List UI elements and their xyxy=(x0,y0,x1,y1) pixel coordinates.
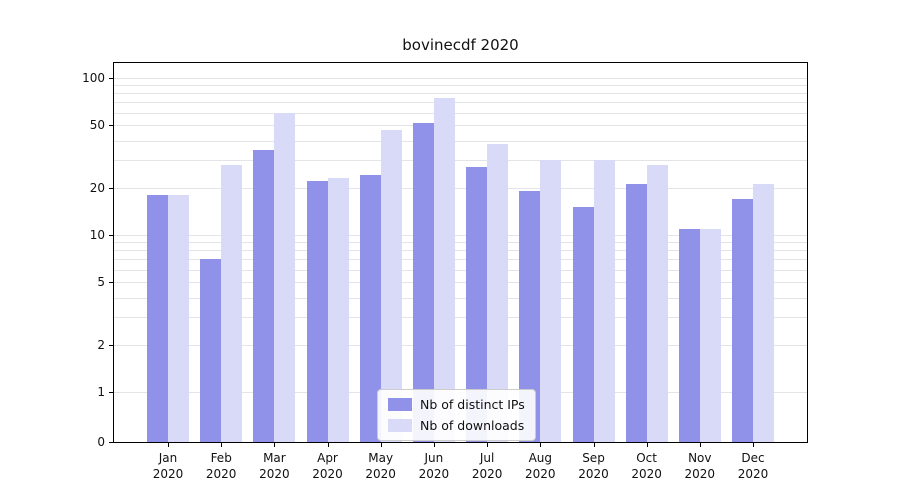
bar-downloads xyxy=(646,164,668,442)
bar-downloads xyxy=(593,160,615,442)
x-axis-tick-label: Jul 2020 xyxy=(471,451,503,481)
y-axis-tick-mark xyxy=(109,187,113,189)
bar-distinct-ips xyxy=(147,194,168,442)
gridline xyxy=(114,344,807,346)
gridline xyxy=(114,250,807,252)
y-axis-tick-mark xyxy=(109,442,113,443)
x-axis-tick-mark xyxy=(221,443,223,447)
x-axis-tick-label: Oct 2020 xyxy=(631,451,662,481)
bar-distinct-ips xyxy=(519,191,541,442)
gridline xyxy=(114,269,807,271)
gridline xyxy=(114,140,807,142)
x-axis-tick-label: Dec 2020 xyxy=(737,451,769,481)
gridline xyxy=(114,102,807,104)
legend-label-distinct-ips: Nb of distinct IPs xyxy=(420,397,525,412)
gridline xyxy=(114,282,807,284)
x-axis-tick-mark xyxy=(327,443,329,447)
x-axis-tick-label: May 2020 xyxy=(365,451,396,481)
bar-downloads xyxy=(274,112,296,442)
gridline xyxy=(114,78,807,79)
x-axis-tick-label: Aug 2020 xyxy=(525,451,556,481)
bar-distinct-ips xyxy=(200,259,222,442)
chart-title: bovinecdf 2020 xyxy=(402,36,519,54)
bar-downloads xyxy=(487,144,509,442)
x-axis-tick-mark xyxy=(433,443,435,447)
legend-item-distinct-ips: Nb of distinct IPs xyxy=(388,397,525,412)
x-axis-tick-label: Feb 2020 xyxy=(205,451,237,481)
y-axis-tick-label: 100 xyxy=(82,71,105,85)
bar-downloads xyxy=(433,97,455,442)
legend-label-downloads: Nb of downloads xyxy=(420,418,525,433)
bar-downloads xyxy=(380,129,402,442)
x-axis-tick-label: Jun 2020 xyxy=(418,451,450,481)
bar-distinct-ips xyxy=(625,184,647,442)
y-axis-tick-mark xyxy=(109,78,113,79)
x-axis-tick-mark xyxy=(487,443,489,447)
x-axis-tick-mark xyxy=(593,443,595,447)
gridline xyxy=(114,242,807,244)
y-axis-tick-mark xyxy=(109,235,113,236)
x-axis-tick-label: Jan 2020 xyxy=(152,451,184,481)
y-axis-tick-label: 5 xyxy=(97,275,105,290)
gridline xyxy=(114,259,807,261)
x-axis-tick-mark xyxy=(646,443,648,447)
gridline xyxy=(114,85,807,87)
gridline xyxy=(114,112,807,114)
bar-downloads xyxy=(327,178,349,442)
y-axis-tick-label: 0 xyxy=(97,435,105,449)
y-axis-tick-label: 50 xyxy=(89,118,105,133)
x-axis-tick-label: Apr 2020 xyxy=(312,451,343,481)
x-axis-tick-mark xyxy=(168,443,169,447)
y-axis-tick-label: 10 xyxy=(89,228,105,242)
gridline xyxy=(114,160,807,162)
legend-swatch-distinct-ips xyxy=(388,398,412,411)
bar-distinct-ips xyxy=(572,207,594,442)
bar-downloads xyxy=(753,184,774,442)
gridline xyxy=(114,235,807,236)
y-axis-tick-mark xyxy=(109,392,113,393)
bar-distinct-ips xyxy=(466,167,488,442)
y-axis-tick-label: 2 xyxy=(97,337,105,352)
bar-downloads xyxy=(699,228,721,442)
x-axis-tick-mark xyxy=(699,443,701,447)
x-axis-tick-mark xyxy=(380,443,382,447)
gridline xyxy=(114,187,807,189)
bar-distinct-ips xyxy=(412,122,434,442)
x-axis-tick-label: Mar 2020 xyxy=(259,451,290,481)
y-axis-tick-mark xyxy=(109,282,113,284)
plot-area: Nb of distinct IPs Nb of downloads xyxy=(113,62,808,443)
gridline xyxy=(114,125,807,127)
bar-distinct-ips xyxy=(678,228,700,442)
x-axis-tick-mark xyxy=(274,443,276,447)
bar-distinct-ips xyxy=(253,149,275,442)
gridline xyxy=(114,317,807,319)
legend-item-downloads: Nb of downloads xyxy=(388,418,525,433)
gridline xyxy=(114,93,807,95)
bar-distinct-ips xyxy=(306,181,328,442)
legend: Nb of distinct IPs Nb of downloads xyxy=(377,389,536,441)
bar-downloads xyxy=(540,160,562,442)
y-axis-tick-label: 1 xyxy=(97,385,105,399)
legend-swatch-downloads xyxy=(388,419,412,432)
bar-distinct-ips xyxy=(359,175,381,442)
x-axis-tick-label: Sep 2020 xyxy=(578,451,609,481)
bar-downloads xyxy=(221,164,243,442)
x-axis-tick-mark xyxy=(753,443,754,447)
gridline xyxy=(114,297,807,299)
y-axis-tick-mark xyxy=(109,344,113,346)
bar-distinct-ips xyxy=(732,198,753,442)
bar-downloads xyxy=(168,194,189,442)
y-axis-tick-label: 20 xyxy=(89,180,105,195)
x-axis-tick-label: Nov 2020 xyxy=(684,451,716,481)
y-axis-tick-mark xyxy=(109,125,113,127)
x-axis-tick-mark xyxy=(540,443,542,447)
